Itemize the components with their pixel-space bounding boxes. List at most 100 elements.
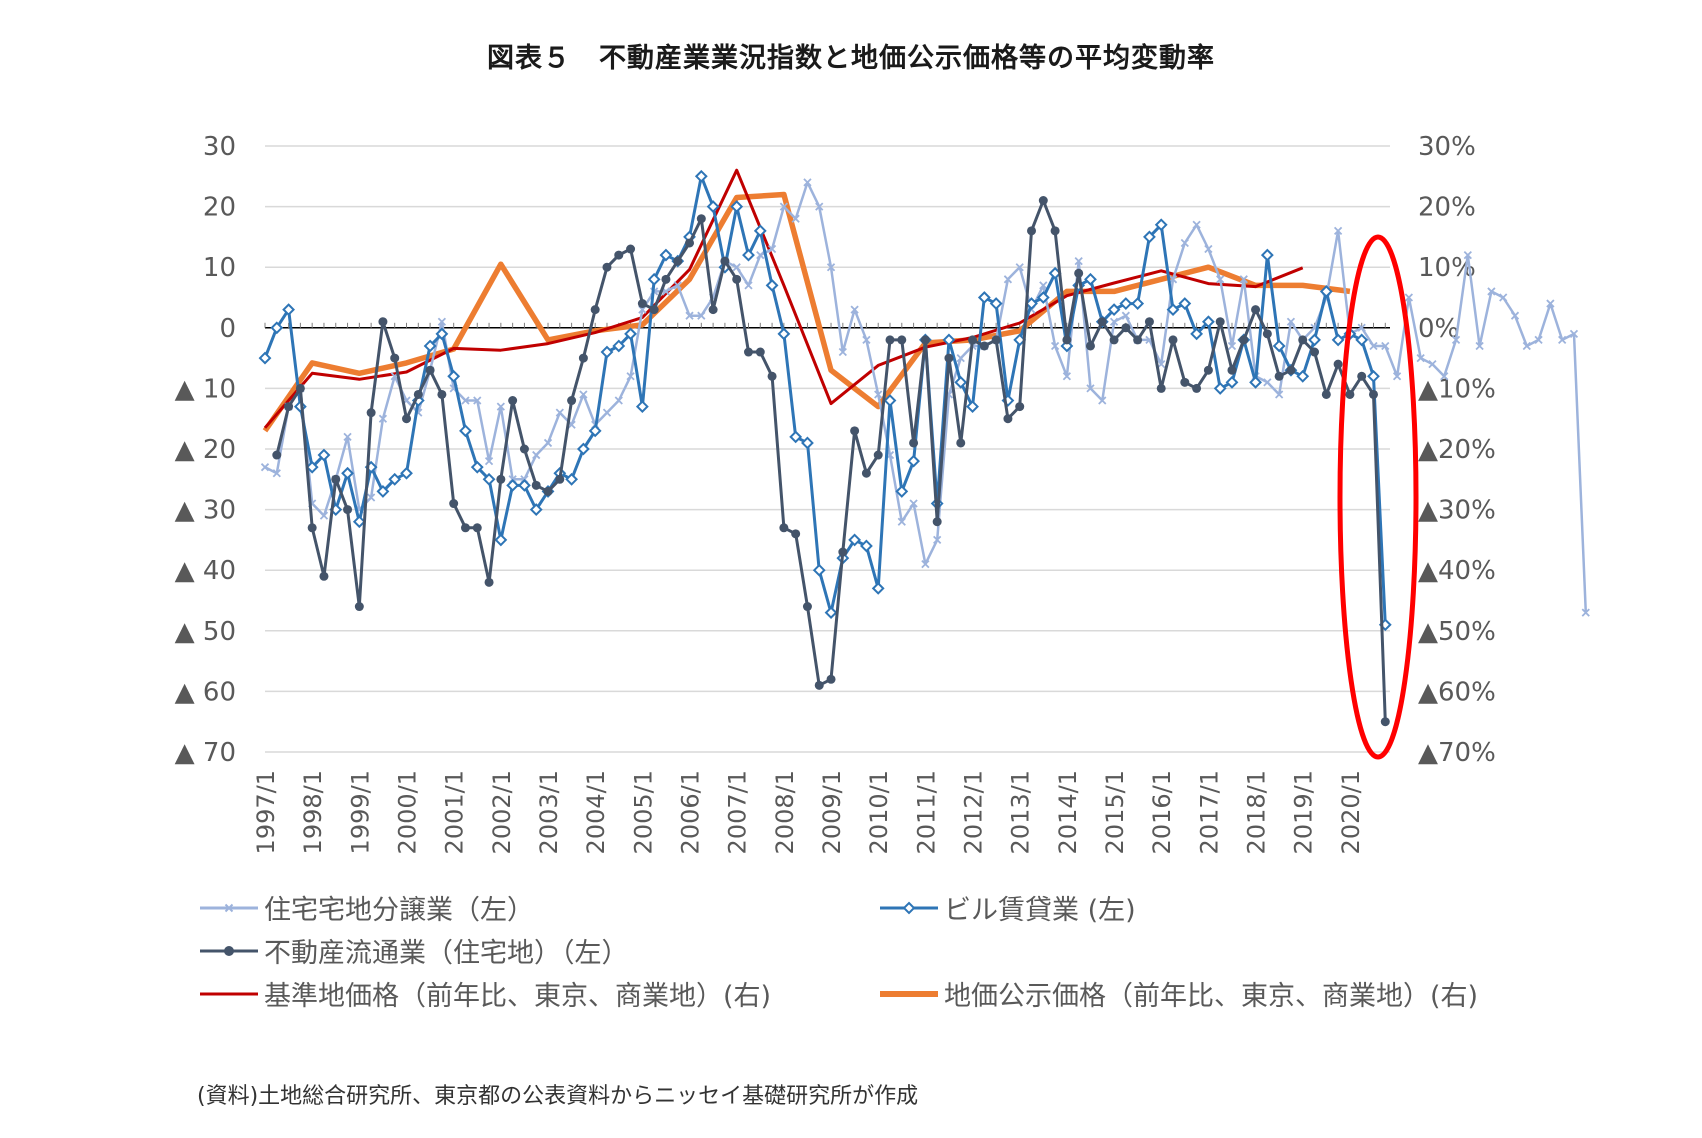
legend-swatch — [880, 901, 938, 914]
data-point — [803, 178, 812, 187]
data-point — [1321, 389, 1331, 399]
data-point — [756, 250, 765, 260]
legend-swatch — [200, 903, 258, 912]
data-point — [706, 200, 720, 214]
data-point — [696, 214, 706, 224]
data-point — [1345, 389, 1355, 399]
data-point — [1038, 196, 1048, 206]
data-point — [1097, 317, 1107, 327]
data-point — [954, 375, 968, 389]
data-point — [1192, 383, 1202, 393]
grid-lines — [264, 145, 1390, 753]
data-point — [1119, 297, 1133, 310]
data-point — [1180, 238, 1189, 248]
data-point — [1192, 220, 1201, 229]
data-point — [602, 408, 612, 417]
data-point — [1215, 317, 1225, 327]
distribution-series — [272, 196, 1390, 727]
left-tick-label: ▲ 70 — [175, 738, 236, 768]
data-point — [861, 468, 871, 478]
data-point — [1121, 323, 1131, 333]
data-point — [791, 529, 801, 539]
chart-title: 図表５ 不動産業業況指数と地価公示価格等の平均変動率 — [487, 43, 1215, 74]
data-point — [921, 560, 930, 569]
data-point — [624, 327, 637, 341]
highlight-ellipse — [1337, 234, 1419, 760]
data-point — [626, 372, 635, 381]
data-point — [944, 353, 954, 363]
left-tick-label: 20 — [203, 193, 236, 223]
data-point — [612, 339, 626, 353]
data-point — [282, 303, 295, 317]
data-point — [494, 533, 508, 547]
data-point — [1180, 377, 1190, 387]
data-point — [1003, 414, 1013, 424]
data-point — [659, 248, 673, 262]
data-point — [496, 474, 506, 484]
data-point — [600, 345, 614, 359]
data-point — [1558, 335, 1567, 345]
data-point — [779, 523, 789, 533]
data-point — [812, 563, 826, 577]
data-point — [1144, 317, 1154, 327]
data-point — [258, 351, 272, 365]
data-point — [1131, 297, 1145, 310]
legend-housing: 住宅宅地分譲業（左） — [200, 888, 534, 927]
left-tick-label: ▲ 20 — [175, 435, 236, 465]
data-point — [343, 505, 353, 515]
data-point — [838, 547, 848, 557]
left-tick-label: 30 — [203, 132, 236, 162]
right-tick-label: 30% — [1418, 132, 1476, 162]
data-point — [942, 333, 956, 347]
data-point — [1274, 371, 1284, 381]
data-point — [378, 317, 388, 327]
right-tick-label: ▲20% — [1418, 435, 1496, 465]
data-point — [694, 169, 708, 183]
data-point — [578, 353, 588, 363]
data-point — [1133, 335, 1143, 345]
data-point — [862, 335, 871, 345]
data-point — [413, 389, 423, 399]
data-point — [1050, 341, 1060, 351]
data-point — [449, 499, 459, 509]
data-point — [815, 202, 824, 211]
data-point — [352, 515, 366, 529]
data-point — [1107, 303, 1121, 317]
data-point — [933, 535, 942, 545]
data-point — [1225, 375, 1239, 389]
data-point — [579, 390, 588, 399]
legend-kijun: 基準地価格（前年比、東京、商業地）(右) — [200, 974, 771, 1013]
data-point — [331, 474, 341, 484]
x-tick-label: 2019/1 — [1290, 770, 1318, 854]
data-point — [789, 430, 803, 444]
data-point — [447, 369, 461, 383]
x-tick-label: 2001/1 — [441, 770, 469, 854]
data-point — [1534, 335, 1543, 345]
data-point — [307, 523, 317, 533]
data-point — [838, 347, 847, 357]
source-note: (資料)土地総合研究所、東京都の公表資料からニッセイ基礎研究所が作成 — [197, 1084, 919, 1109]
data-point — [765, 278, 779, 292]
data-point — [1331, 333, 1345, 347]
left-tick-label: ▲ 50 — [175, 617, 236, 647]
legend-building: ビル賃貸業 (左) — [880, 888, 1136, 927]
x-tick-label: 2017/1 — [1195, 770, 1223, 854]
x-tick-label: 2016/1 — [1148, 770, 1176, 854]
data-point — [1380, 717, 1390, 727]
data-point — [1451, 335, 1461, 345]
x-tick-label: 2014/1 — [1054, 770, 1082, 854]
data-point — [437, 317, 447, 326]
data-point — [354, 602, 364, 612]
data-point — [1333, 226, 1343, 235]
kijun-price-series-line — [263, 168, 1304, 429]
legend-label: 不動産流通業（住宅地）（左） — [264, 938, 629, 969]
data-point — [1239, 275, 1248, 284]
data-point — [1381, 341, 1390, 351]
legend-label: 地価公示価格（前年比、東京、商業地）(右) — [944, 981, 1479, 1012]
data-point — [1109, 317, 1119, 326]
legend-label: 基準地価格（前年比、東京、商業地）(右) — [264, 981, 772, 1012]
data-point — [543, 438, 553, 448]
data-point — [1178, 297, 1192, 310]
data-point — [802, 602, 812, 612]
